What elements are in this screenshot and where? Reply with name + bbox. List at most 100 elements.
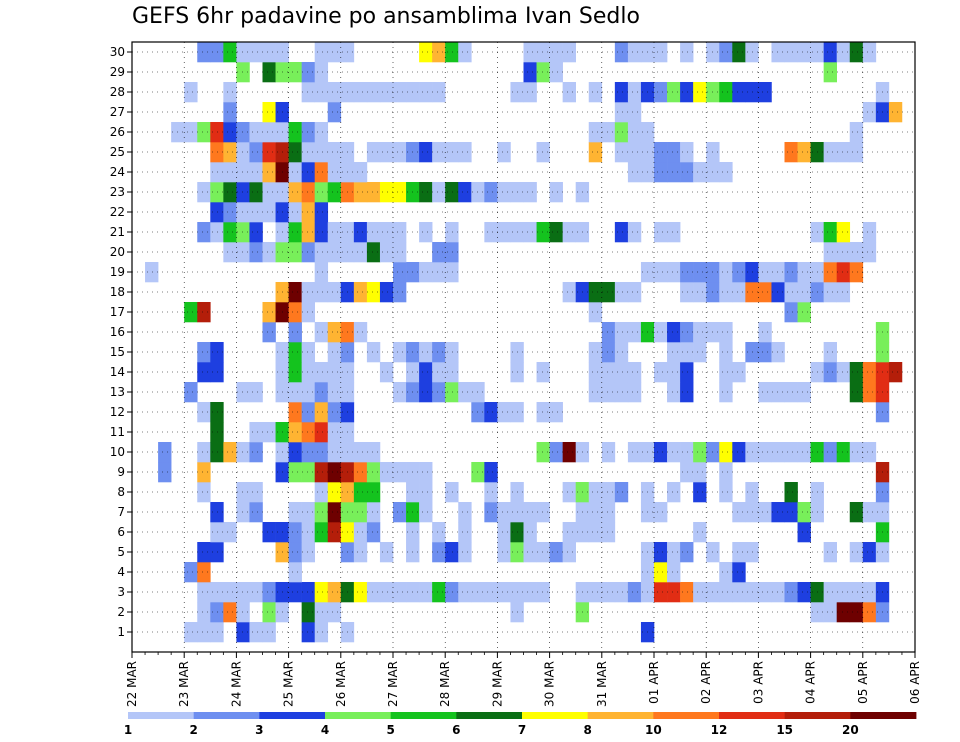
heatmap-cell [484, 182, 498, 203]
heatmap-cell [327, 582, 342, 603]
heatmap-cell [823, 242, 837, 263]
heatmap-cell [562, 482, 576, 503]
heatmap-cell [693, 522, 707, 543]
colorbar-label: 1 [124, 723, 132, 737]
heatmap-cell [823, 582, 837, 603]
heatmap-cell [288, 562, 302, 583]
heatmap-cell [327, 322, 342, 343]
heatmap-cell [654, 222, 668, 243]
heatmap-cell [627, 142, 642, 163]
heatmap-cell [366, 142, 381, 163]
heatmap-cell [536, 442, 550, 463]
heatmap-cell [523, 502, 537, 523]
heatmap-cell [836, 282, 851, 303]
y-tick-label: 19 [110, 265, 125, 279]
heatmap-cell [693, 462, 707, 483]
colorbar-swatch [456, 712, 523, 719]
heatmap-cell [523, 542, 537, 563]
heatmap-cell [836, 442, 851, 463]
heatmap-cell [849, 142, 864, 163]
heatmap-cell [432, 342, 446, 363]
heatmap-cell [484, 462, 498, 483]
heatmap-cell [366, 342, 381, 363]
heatmap-cell [654, 362, 668, 383]
heatmap-cell [236, 442, 250, 463]
heatmap-cell [680, 442, 694, 463]
heatmap-cell [223, 122, 237, 143]
heatmap-cell [614, 382, 629, 403]
heatmap-cell [693, 442, 707, 463]
heatmap-cell [784, 282, 798, 303]
heatmap-cell [184, 122, 198, 143]
heatmap-cell [393, 142, 407, 163]
heatmap-cell [523, 522, 537, 543]
heatmap-cell [719, 42, 733, 63]
heatmap-cell [288, 542, 302, 563]
heatmap-cell [836, 222, 851, 243]
heatmap-cell [236, 142, 250, 163]
heatmap-cell [836, 602, 851, 623]
heatmap-cell [301, 62, 315, 83]
heatmap-cell [184, 382, 198, 403]
heatmap-cell [797, 262, 811, 283]
heatmap-cell [888, 102, 903, 123]
heatmap-cell [862, 442, 877, 463]
heatmap-cell [667, 162, 681, 183]
heatmap-cell [797, 142, 811, 163]
heatmap-cell [680, 322, 694, 343]
heatmap-cell [680, 342, 694, 363]
heatmap-cell [197, 462, 211, 483]
heatmap-cell [627, 362, 642, 383]
heatmap-cell [667, 82, 681, 103]
heatmap-cell [654, 322, 668, 343]
heatmap-cell [667, 362, 681, 383]
heatmap-cell [184, 82, 198, 103]
colorbar-swatch [719, 712, 786, 719]
heatmap-cell [301, 462, 315, 483]
heatmap-cell [288, 442, 302, 463]
heatmap-cell [379, 142, 394, 163]
heatmap-cell [432, 242, 446, 263]
heatmap-cell [562, 542, 576, 563]
heatmap-cell [680, 162, 694, 183]
heatmap-cell [823, 42, 837, 63]
heatmap-cell [419, 42, 433, 63]
x-tick-label: 28 MAR [438, 661, 452, 707]
heatmap-cell [654, 142, 668, 163]
heatmap-cell [301, 542, 315, 563]
heatmap-cell [158, 462, 172, 483]
y-tick-label: 13 [110, 385, 125, 399]
y-tick-label: 29 [110, 65, 125, 79]
heatmap-cell [262, 322, 276, 343]
colorbar-label: 7 [518, 723, 526, 737]
heatmap-cell [719, 362, 733, 383]
heatmap-cell [197, 222, 211, 243]
heatmap-cell [588, 122, 603, 143]
y-tick-label: 21 [110, 225, 125, 239]
heatmap-cell [327, 142, 342, 163]
heatmap-cell [301, 342, 315, 363]
heatmap-cell [262, 582, 276, 603]
heatmap-cell [627, 122, 642, 143]
heatmap-cell [719, 482, 733, 503]
heatmap-cell [249, 182, 263, 203]
y-tick-label: 23 [110, 185, 125, 199]
heatmap-cell [353, 162, 368, 183]
heatmap-cell [536, 222, 550, 243]
y-tick-label: 22 [110, 205, 125, 219]
heatmap-cell [758, 502, 772, 523]
heatmap-cell [719, 342, 733, 363]
y-tick-label: 3 [117, 585, 125, 599]
heatmap-cell [353, 222, 368, 243]
heatmap-cell [693, 282, 707, 303]
heatmap-cell [536, 502, 550, 523]
heatmap-cell [314, 162, 329, 183]
heatmap-cell [210, 402, 224, 423]
heatmap-cell [301, 82, 315, 103]
heatmap-cell [327, 362, 342, 383]
heatmap-cell [654, 262, 668, 283]
heatmap-cell [236, 382, 250, 403]
heatmap-cell [301, 582, 315, 603]
heatmap-cell [484, 402, 498, 423]
heatmap-cell [419, 222, 433, 243]
